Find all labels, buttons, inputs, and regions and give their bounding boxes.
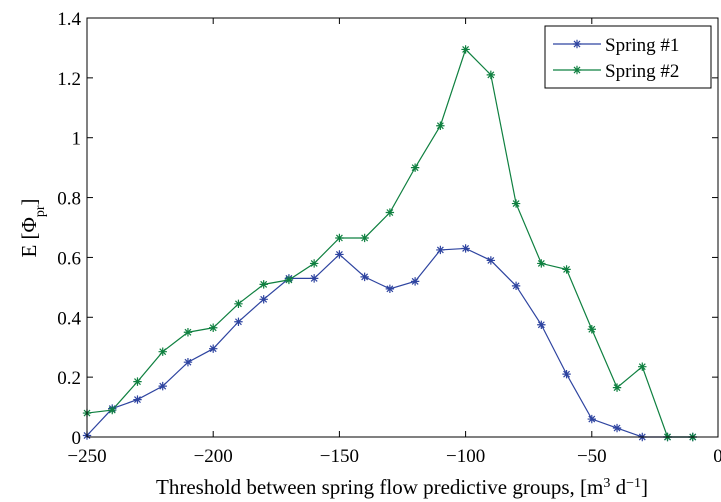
data-point [436, 121, 445, 130]
data-point [410, 163, 420, 172]
data-point [562, 265, 571, 274]
legend: Spring #1 Spring #2 [544, 25, 712, 89]
data-point [309, 274, 319, 283]
data-point [183, 357, 193, 367]
data-point [133, 377, 142, 386]
data-point [234, 299, 243, 309]
data-point [209, 344, 218, 353]
legend-label: Spring #1 [605, 35, 679, 56]
y-tick-label: 0.2 [57, 368, 81, 389]
x-axis-label-end: ] [641, 475, 648, 499]
data-point [562, 369, 571, 379]
plot-frame [86, 17, 719, 438]
data-point [360, 272, 369, 282]
series-layer [82, 45, 697, 442]
data-point [461, 244, 470, 253]
x-tick-label: −50 [577, 446, 607, 467]
legend-item: Spring #2 [553, 61, 679, 82]
x-tick-label: −250 [67, 446, 106, 467]
series-2 [82, 45, 697, 442]
data-point [537, 259, 546, 268]
legend-marker [572, 65, 582, 75]
y-tick-labels: 0 0.2 0.4 0.6 0.8 1 1.2 1.4 [57, 9, 81, 449]
x-axis-label-sup2: −1 [626, 476, 641, 491]
legend-box [544, 25, 712, 89]
data-point [158, 347, 167, 356]
y-tick-label: 0 [72, 428, 82, 449]
data-point [486, 256, 496, 265]
data-point [234, 317, 243, 326]
y-tick-label: 0.8 [57, 189, 81, 210]
data-point [461, 45, 470, 54]
data-point [259, 295, 268, 304]
x-tick-label: 0 [713, 446, 721, 467]
y-axis-label-symbol: Φ [17, 217, 41, 232]
data-point [133, 395, 142, 404]
y-tick-label: 1.2 [57, 69, 81, 90]
data-point [638, 362, 647, 371]
data-point [511, 199, 521, 208]
y-tick-label: 1.4 [57, 9, 81, 30]
data-point [436, 245, 445, 255]
data-point [335, 250, 344, 259]
y-axis-label: E [Φpr] [17, 198, 48, 257]
data-point [385, 208, 395, 217]
data-point [335, 233, 344, 243]
data-point [385, 284, 395, 294]
data-point [259, 280, 268, 289]
data-point [587, 414, 596, 424]
y-tick-label: 0.6 [57, 248, 81, 269]
data-point [537, 320, 546, 329]
x-axis-label-sup1: 3 [603, 476, 610, 491]
series-line [86, 48, 693, 438]
data-point [183, 328, 193, 337]
data-point [309, 259, 319, 268]
data-point [612, 423, 622, 433]
series-line [86, 247, 693, 438]
data-point [511, 281, 521, 291]
y-tick-label: 1 [72, 129, 82, 150]
data-point [360, 233, 369, 243]
y-axis-label-main: E [ [17, 232, 41, 257]
data-point [486, 70, 496, 80]
data-point [108, 405, 117, 415]
legend-item: Spring #1 [553, 35, 679, 56]
legend-label: Spring #2 [605, 61, 679, 82]
x-tick-label: −150 [320, 446, 359, 467]
y-axis-label-end: ] [17, 198, 41, 205]
x-tick-label: −200 [194, 446, 233, 467]
x-axis-label-main: Threshold between spring flow predictive… [156, 475, 603, 499]
x-tick-labels: −250 −200 −150 −100 −50 0 [67, 446, 721, 467]
y-tick-label: 0.4 [57, 308, 81, 329]
data-point [587, 325, 596, 334]
data-point [284, 275, 294, 285]
x-tick-label: −100 [446, 446, 485, 467]
data-point [410, 277, 420, 286]
data-point [158, 381, 167, 391]
x-axis-label-mid: d [610, 475, 626, 499]
data-point [209, 323, 218, 332]
data-point [612, 383, 622, 392]
y-axis-label-sub: pr [33, 205, 48, 217]
x-axis-label: Threshold between spring flow predictive… [156, 475, 648, 499]
legend-marker [572, 39, 582, 49]
